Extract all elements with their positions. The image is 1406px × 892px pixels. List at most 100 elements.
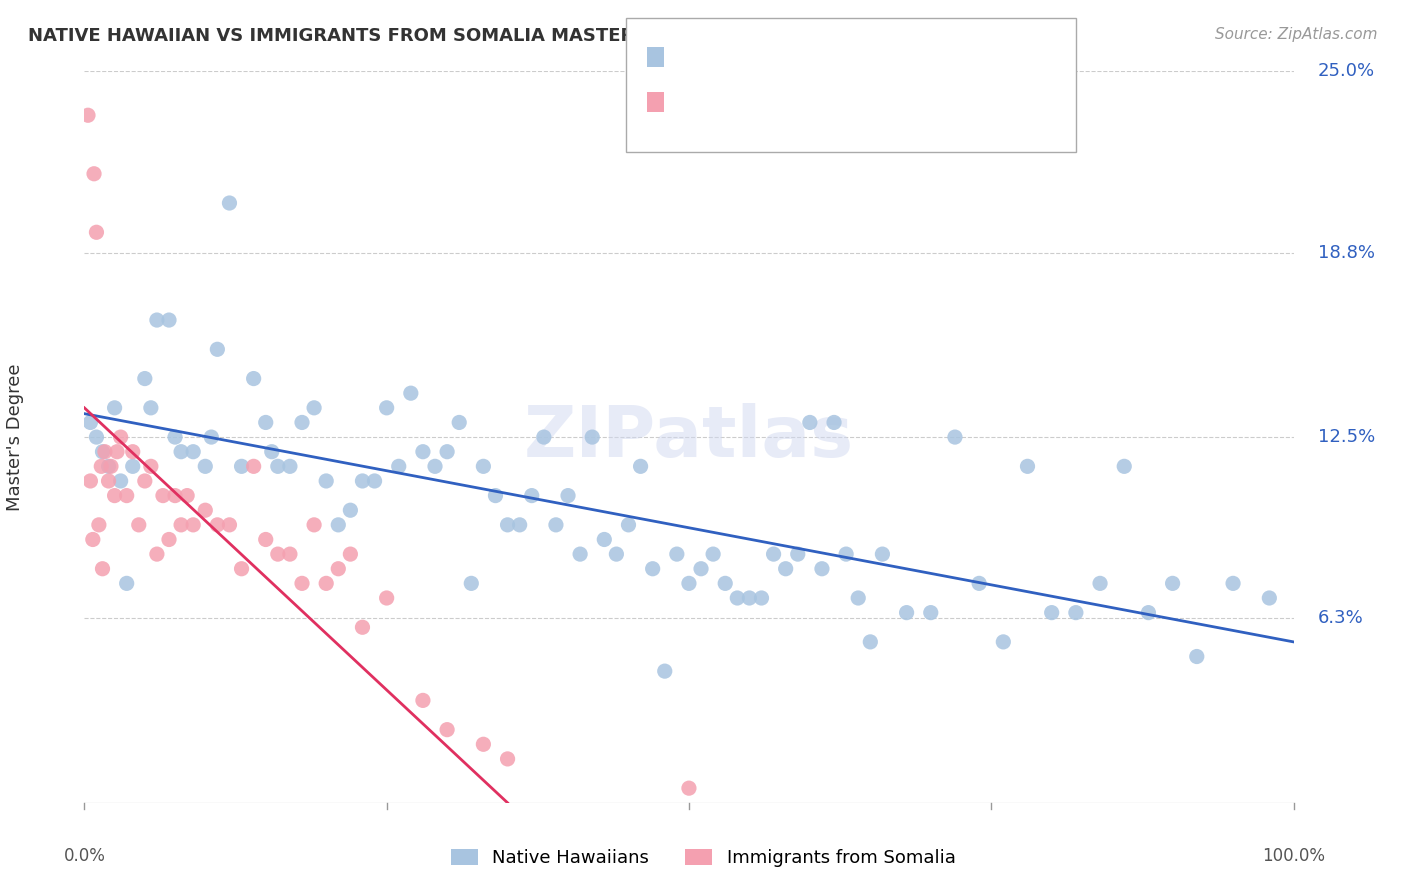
Point	[859, 635, 882, 649]
Point	[896, 606, 918, 620]
Point	[702, 547, 724, 561]
Point	[630, 459, 652, 474]
Text: Master's Degree: Master's Degree	[6, 363, 24, 511]
Point	[1064, 606, 1087, 620]
Point	[207, 517, 229, 532]
Text: 0.0%: 0.0%	[63, 847, 105, 864]
Point	[315, 576, 337, 591]
Point	[82, 533, 104, 547]
Point	[315, 474, 337, 488]
Point	[375, 401, 398, 415]
Point	[100, 459, 122, 474]
Point	[569, 547, 592, 561]
Point	[593, 533, 616, 547]
Point	[291, 576, 314, 591]
Point	[97, 459, 120, 474]
Point	[278, 459, 301, 474]
Point	[412, 444, 434, 458]
Point	[1040, 606, 1063, 620]
Point	[496, 517, 519, 532]
Point	[104, 401, 127, 415]
Point	[194, 459, 217, 474]
Point	[110, 474, 132, 488]
Point	[678, 576, 700, 591]
Point	[328, 562, 350, 576]
Point	[799, 416, 821, 430]
Point	[399, 386, 422, 401]
Point	[79, 416, 101, 430]
Point	[194, 503, 217, 517]
Point	[725, 591, 748, 605]
Point	[920, 606, 942, 620]
Point	[77, 108, 100, 122]
Point	[170, 444, 193, 458]
Point	[872, 547, 894, 561]
Point	[207, 343, 229, 357]
Text: R = -0.405   N = 113: R = -0.405 N = 113	[661, 49, 879, 67]
Point	[1258, 591, 1281, 605]
Point	[181, 517, 204, 532]
Point	[267, 459, 290, 474]
Point	[139, 401, 162, 415]
Point	[83, 167, 105, 181]
Point	[291, 416, 314, 430]
Point	[254, 416, 277, 430]
Point	[762, 547, 785, 561]
Point	[115, 489, 138, 503]
Point	[352, 474, 374, 488]
Point	[97, 474, 120, 488]
Text: 18.8%: 18.8%	[1317, 244, 1375, 261]
Point	[1114, 459, 1136, 474]
Point	[165, 489, 187, 503]
Point	[775, 562, 797, 576]
Point	[352, 620, 374, 634]
Point	[835, 547, 858, 561]
Point	[1088, 576, 1111, 591]
Text: ZIPatlas: ZIPatlas	[524, 402, 853, 472]
Point	[176, 489, 198, 503]
Text: R =  -0.381   N =  74: R = -0.381 N = 74	[661, 94, 889, 112]
Point	[134, 474, 156, 488]
Text: 6.3%: 6.3%	[1317, 609, 1364, 627]
Point	[121, 444, 143, 458]
Point	[79, 474, 101, 488]
Point	[484, 489, 506, 503]
Point	[339, 547, 361, 561]
Point	[823, 416, 845, 430]
Point	[128, 517, 150, 532]
Point	[157, 533, 180, 547]
Text: 100.0%: 100.0%	[1263, 847, 1324, 864]
Point	[146, 313, 169, 327]
Point	[115, 576, 138, 591]
Point	[641, 562, 664, 576]
Point	[87, 517, 110, 532]
Point	[617, 517, 640, 532]
Point	[302, 517, 325, 532]
Point	[436, 444, 458, 458]
Point	[472, 459, 495, 474]
Point	[165, 430, 187, 444]
Point	[328, 517, 350, 532]
Point	[104, 489, 127, 503]
Point	[581, 430, 603, 444]
Point	[557, 489, 579, 503]
Point	[218, 517, 240, 532]
Point	[86, 430, 108, 444]
Point	[363, 474, 385, 488]
Point	[242, 459, 264, 474]
Point	[218, 196, 240, 211]
Point	[544, 517, 567, 532]
Point	[302, 401, 325, 415]
Point	[714, 576, 737, 591]
Point	[1137, 606, 1160, 620]
Point	[738, 591, 761, 605]
Point	[86, 225, 108, 239]
Point	[90, 459, 112, 474]
Point	[436, 723, 458, 737]
Point	[375, 591, 398, 605]
Point	[105, 444, 128, 458]
Point	[786, 547, 808, 561]
Point	[967, 576, 990, 591]
Point	[152, 489, 174, 503]
Text: 25.0%: 25.0%	[1317, 62, 1375, 80]
